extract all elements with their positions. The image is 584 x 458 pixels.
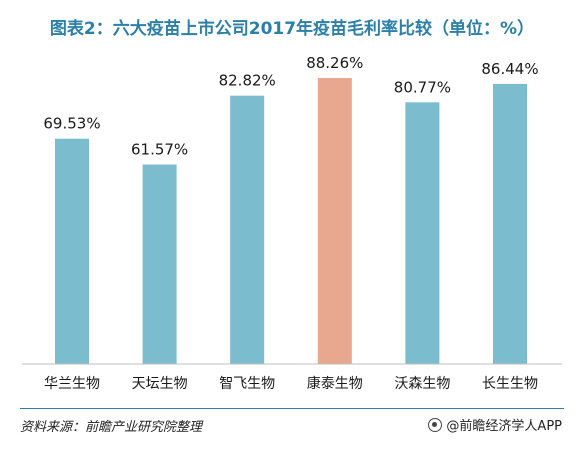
category-label-1: 华兰生物 [44,376,100,392]
value-label-2: 61.57% [131,141,188,159]
category-label-3: 智飞生物 [219,376,275,392]
category-label-6: 长生生物 [482,376,538,392]
category-label-4: 康泰生物 [307,375,363,392]
value-label-5: 80.77% [394,78,451,96]
bar-3 [230,95,265,364]
value-label-4: 88.26% [306,54,363,72]
bar-4 [317,78,352,364]
bar-1 [55,138,89,364]
value-labels-group: 69.53% 61.57% 82.82% 88.26% 80.77% 86.44% [43,54,538,159]
category-label-5: 沃森生物 [394,376,450,392]
bar-5 [405,102,440,365]
value-label-6: 86.44% [481,60,538,78]
source-note: 资料来源：前瞻产业研究院整理 [20,420,203,435]
brand-logo-icon [428,417,443,432]
bar-6 [493,83,527,365]
brand-text: @前瞻经济学人APP [446,419,562,434]
value-label-3: 82.82% [219,72,276,90]
brand-mark: @前瞻经济学人APP [428,415,562,434]
bar-2 [142,164,177,364]
category-labels-group: 华兰生物 天坛生物 智飞生物 康泰生物 沃森生物 长生生物 [44,375,538,392]
value-label-1: 69.53% [43,115,100,133]
chart-title: 图表2：六大疫苗上市公司2017年疫苗毛利率比较（单位：%） [49,19,535,39]
bars-group [55,78,527,365]
category-label-2: 天坛生物 [132,376,188,392]
footer-divider [20,408,564,409]
